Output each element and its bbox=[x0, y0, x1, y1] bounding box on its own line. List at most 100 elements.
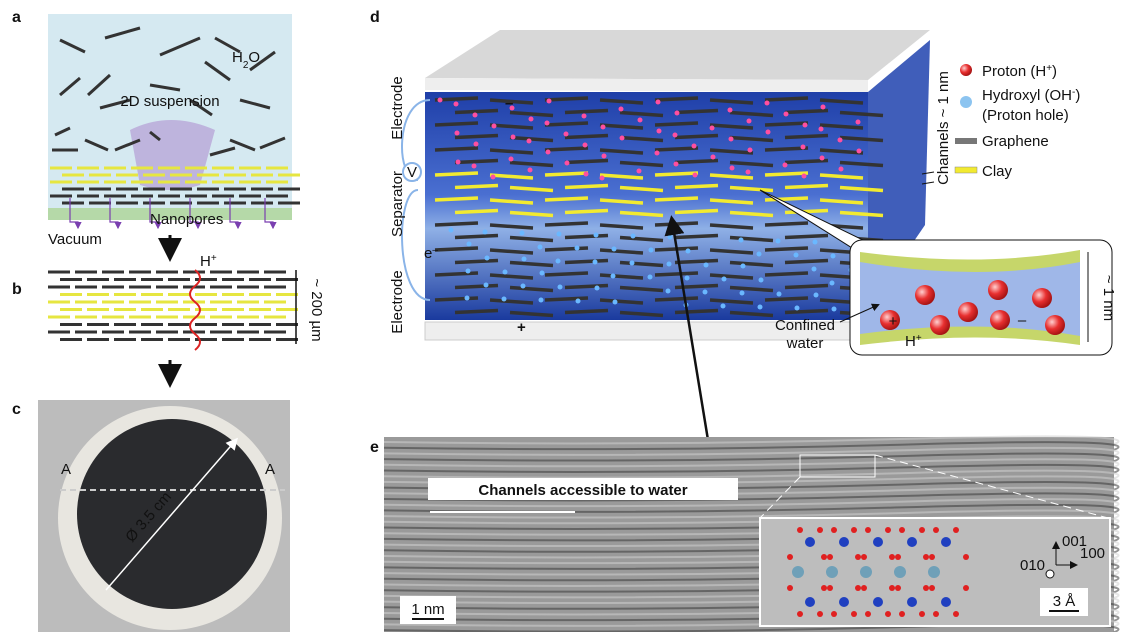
proton-dot bbox=[547, 99, 552, 104]
atom-o bbox=[953, 527, 959, 533]
plus-sign: + bbox=[517, 319, 526, 336]
legend-text: Hydroxyl (OH-) bbox=[982, 87, 1080, 105]
hydroxyl-dot bbox=[630, 261, 635, 266]
layer-flake bbox=[675, 286, 718, 288]
proton-dot bbox=[584, 172, 589, 177]
atom-o bbox=[953, 611, 959, 617]
layer-flake bbox=[435, 148, 478, 150]
hydroxyl-dot bbox=[757, 252, 762, 257]
section-label: A bbox=[61, 461, 71, 478]
hydroxyl-dot bbox=[740, 291, 745, 296]
layer-flake bbox=[655, 123, 698, 125]
atom-o bbox=[885, 527, 891, 533]
proton-dot bbox=[803, 123, 808, 128]
hydroxyl-dot bbox=[449, 228, 454, 233]
hydroxyl-dot bbox=[668, 235, 673, 240]
hydroxyl-dot bbox=[593, 260, 598, 265]
panel-label: d bbox=[370, 9, 380, 26]
proton-dot bbox=[838, 138, 843, 143]
hydroxyl-dot bbox=[556, 259, 561, 264]
atom-o bbox=[895, 585, 901, 591]
layer-flake bbox=[565, 111, 608, 113]
atom-o bbox=[831, 611, 837, 617]
layer-flake bbox=[675, 236, 718, 238]
proton-dot bbox=[674, 162, 679, 167]
proton-dot bbox=[601, 125, 606, 130]
text-part: Hydroxyl (OH bbox=[982, 87, 1072, 104]
proton-dot bbox=[673, 133, 678, 138]
layer-flake bbox=[565, 161, 608, 163]
text-part: O bbox=[248, 49, 260, 66]
suspension-label: 2D suspension bbox=[120, 93, 219, 110]
vacuum-label: Vacuum bbox=[48, 231, 102, 248]
atom-al bbox=[792, 566, 804, 578]
text-part: ) bbox=[1075, 87, 1080, 104]
hydroxyl-dot bbox=[538, 245, 543, 250]
proton-dot bbox=[473, 113, 478, 118]
atom-o bbox=[851, 611, 857, 617]
layer-flake bbox=[545, 298, 588, 300]
layer-flake bbox=[545, 273, 588, 275]
layer-flake bbox=[655, 148, 698, 150]
atom-o bbox=[851, 527, 857, 533]
proton-dot bbox=[729, 137, 734, 142]
layer-flake bbox=[455, 311, 498, 313]
hydroxyl-dot bbox=[814, 293, 819, 298]
layer-flake bbox=[435, 198, 478, 200]
layer-flake bbox=[565, 311, 608, 313]
layer-flake bbox=[675, 311, 718, 313]
layer-flake bbox=[545, 98, 588, 100]
layer-flake bbox=[675, 211, 718, 213]
layer-flake bbox=[565, 286, 608, 288]
hydroxyl-dot bbox=[812, 267, 817, 272]
layer-flake bbox=[545, 123, 588, 125]
proton-dot bbox=[583, 143, 588, 148]
electrode-label: Electrode bbox=[389, 270, 406, 333]
proton-dot bbox=[784, 112, 789, 117]
hydroxyl-dot bbox=[484, 283, 489, 288]
atom-o bbox=[855, 554, 861, 560]
atom-si bbox=[907, 597, 917, 607]
inset-height-label: ~ 1 nm bbox=[1100, 275, 1117, 321]
hydroxyl-dot bbox=[575, 246, 580, 251]
proton-dot bbox=[527, 139, 532, 144]
layer-flake bbox=[565, 186, 608, 188]
proton-dot bbox=[747, 119, 752, 124]
hydroxyl-dot bbox=[649, 248, 654, 253]
proton-dot bbox=[856, 120, 861, 125]
figure: aH2O2D suspensionVacuumNanoporesbH+~ 200… bbox=[0, 0, 1134, 632]
axis-into bbox=[1046, 570, 1054, 578]
atom-o bbox=[919, 611, 925, 617]
layer-flake bbox=[565, 236, 608, 238]
text-part: + bbox=[916, 333, 922, 344]
water-molecule bbox=[1045, 315, 1065, 335]
hydroxyl-dot bbox=[503, 270, 508, 275]
hydroxyl-dot bbox=[830, 281, 835, 286]
text-part: H bbox=[905, 333, 916, 350]
proton-dot bbox=[528, 168, 533, 173]
layer-flake bbox=[675, 136, 718, 138]
atom-o bbox=[861, 554, 867, 560]
legend-text: Clay bbox=[982, 163, 1013, 180]
channels-accessible-label: Channels accessible to water bbox=[478, 482, 687, 499]
text-part: ) bbox=[1052, 63, 1057, 80]
layer-flake bbox=[655, 98, 698, 100]
atom-o bbox=[817, 611, 823, 617]
panel-label: b bbox=[12, 281, 22, 298]
nanopores-label: Nanopores bbox=[150, 211, 223, 228]
hydroxyl-dot bbox=[594, 233, 599, 238]
layer-flake bbox=[765, 223, 808, 225]
proton-dot bbox=[711, 155, 716, 160]
proton-dot bbox=[529, 117, 534, 122]
atom-al bbox=[826, 566, 838, 578]
proton-dot bbox=[655, 151, 660, 156]
atom-si bbox=[805, 597, 815, 607]
proton-dot bbox=[565, 161, 570, 166]
atom-al bbox=[860, 566, 872, 578]
electrode-label: Electrode bbox=[389, 76, 406, 139]
atom-o bbox=[797, 611, 803, 617]
layer-flake bbox=[675, 161, 718, 163]
hydroxyl-dot bbox=[795, 306, 800, 311]
layer-flake bbox=[785, 286, 828, 288]
layer-flake bbox=[455, 111, 498, 113]
